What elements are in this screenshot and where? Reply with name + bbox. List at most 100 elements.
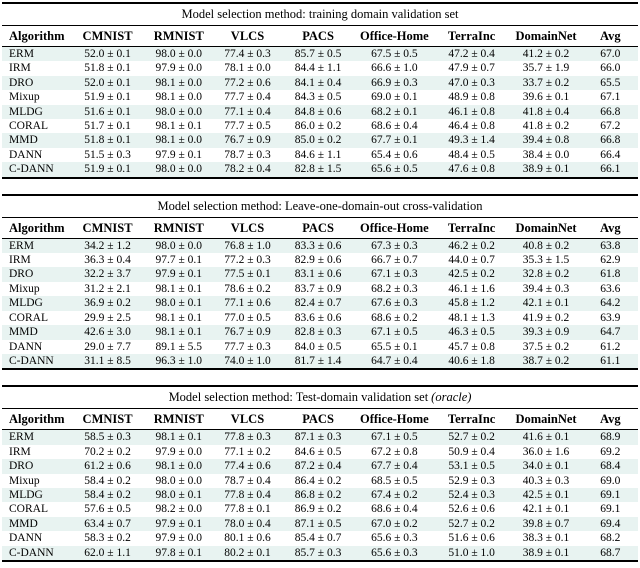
value-cell: 77.4 ± 0.6 xyxy=(224,460,271,473)
column-header-office-home: Office-Home xyxy=(354,217,434,239)
value-cell: 97.8 ± 0.1 xyxy=(155,546,203,559)
value-cell: 46.1 ± 0.8 xyxy=(448,105,495,118)
column-header-domainnet: DomainNet xyxy=(509,26,583,47)
value-cell: 87.1 ± 0.5 xyxy=(294,517,342,530)
value-cell: 67.3 ± 0.3 xyxy=(371,239,418,252)
column-header-domainnet: DomainNet xyxy=(509,217,583,239)
table-row-erm: ERM 34.2 ± 1.2 98.0 ± 0.0 76.8 ± 1.0 83.3 ± … xyxy=(2,238,638,254)
column-header-rmnist: RMNIST xyxy=(143,26,214,47)
table-title: Model selection method: Leave-one-domain… xyxy=(2,196,638,218)
table-title: Model selection method: Test-domain vali… xyxy=(2,387,638,410)
value-cell: 38.3 ± 0.1 xyxy=(522,532,570,545)
value-cell: 78.6 ± 0.2 xyxy=(224,282,271,295)
value-cell: 38.7 ± 0.2 xyxy=(522,354,570,367)
value-cell: 45.7 ± 0.8 xyxy=(448,340,495,353)
avg-cell: 69.0 xyxy=(600,474,621,487)
table-row-mmd: MMD 42.6 ± 3.0 98.1 ± 0.1 76.7 ± 0.9 82.8 ± … xyxy=(2,325,638,340)
algorithm-cell: CORAL xyxy=(9,311,48,324)
results-table-leave-one-domain-out: Model selection method: Leave-one-domain… xyxy=(2,193,638,371)
value-cell: 41.2 ± 0.2 xyxy=(522,48,570,60)
avg-cell: 61.2 xyxy=(600,340,621,353)
value-cell: 98.1 ± 0.1 xyxy=(155,282,203,295)
avg-cell: 67.0 xyxy=(600,48,621,60)
algorithm-cell: MMD xyxy=(9,134,38,147)
value-cell: 98.0 ± 0.0 xyxy=(155,163,203,176)
value-cell: 47.9 ± 0.7 xyxy=(448,62,495,75)
value-cell: 36.9 ± 0.2 xyxy=(84,297,131,310)
header-row: Algorithm CMNIST RMNIST VLCS PACS Office-Home… xyxy=(2,26,638,47)
value-cell: 77.7 ± 0.3 xyxy=(224,340,271,353)
table-row-c-dann: C-DANN 31.1 ± 8.5 96.3 ± 1.0 74.0 ± 1.0 81.7… xyxy=(2,353,638,369)
value-cell: 67.6 ± 0.3 xyxy=(371,297,418,310)
algorithm-cell: DANN xyxy=(9,340,43,353)
value-cell: 77.4 ± 0.3 xyxy=(224,48,271,60)
value-cell: 38.4 ± 0.0 xyxy=(522,148,570,161)
value-cell: 65.4 ± 0.6 xyxy=(371,148,418,161)
value-cell: 42.6 ± 3.0 xyxy=(84,326,131,339)
value-cell: 68.6 ± 0.4 xyxy=(371,503,418,516)
table-row-coral: CORAL 57.6 ± 0.5 98.2 ± 0.0 77.8 ± 0.1 86.9 … xyxy=(2,502,638,516)
table-row-mldg: MLDG 36.9 ± 0.2 98.0 ± 0.1 77.1 ± 0.6 82.4 ±… xyxy=(2,296,638,311)
value-cell: 38.9 ± 0.1 xyxy=(522,163,570,176)
value-cell: 67.4 ± 0.2 xyxy=(371,488,418,501)
avg-cell: 61.8 xyxy=(600,268,621,281)
value-cell: 76.7 ± 0.9 xyxy=(224,134,271,147)
value-cell: 57.6 ± 0.5 xyxy=(84,503,131,516)
algorithm-cell: DANN xyxy=(9,148,43,161)
avg-cell: 67.1 xyxy=(600,91,621,104)
table-row-dann: DANN 51.5 ± 0.3 97.9 ± 0.1 78.7 ± 0.3 84.6 ±… xyxy=(2,148,638,162)
value-cell: 84.6 ± 0.5 xyxy=(294,445,342,458)
value-cell: 69.0 ± 0.1 xyxy=(371,91,418,104)
column-header-office-home: Office-Home xyxy=(354,26,434,47)
value-cell: 77.2 ± 0.6 xyxy=(224,76,271,89)
value-cell: 86.8 ± 0.2 xyxy=(294,488,342,501)
column-header-algorithm: Algorithm xyxy=(2,409,72,431)
avg-cell: 66.8 xyxy=(600,134,621,147)
value-cell: 86.4 ± 0.2 xyxy=(294,474,342,487)
value-cell: 51.6 ± 0.6 xyxy=(448,532,495,545)
value-cell: 49.3 ± 1.4 xyxy=(448,134,495,147)
value-cell: 98.0 ± 0.1 xyxy=(155,297,203,310)
value-cell: 42.1 ± 0.1 xyxy=(522,503,570,516)
table-row-mldg: MLDG 58.4 ± 0.2 98.0 ± 0.1 77.8 ± 0.4 86.8 ±… xyxy=(2,487,638,503)
value-cell: 46.2 ± 0.2 xyxy=(448,239,495,252)
value-cell: 35.7 ± 1.9 xyxy=(522,62,570,75)
table-row-c-dann: C-DANN 62.0 ± 1.1 97.8 ± 0.1 80.2 ± 0.1 85.7… xyxy=(2,545,638,560)
table-row-dro: DRO 61.2 ± 0.6 98.1 ± 0.0 77.4 ± 0.6 87.2 ± … xyxy=(2,459,638,474)
table-row-coral: CORAL 29.9 ± 2.5 98.1 ± 0.1 77.0 ± 0.5 83.6 … xyxy=(2,311,638,325)
value-cell: 48.1 ± 1.3 xyxy=(448,311,495,324)
value-cell: 89.1 ± 5.5 xyxy=(155,340,203,353)
value-cell: 39.8 ± 0.7 xyxy=(522,517,570,530)
value-cell: 39.4 ± 0.3 xyxy=(522,282,570,295)
table-row-c-dann: C-DANN 51.9 ± 0.1 98.0 ± 0.0 78.2 ± 0.4 82.8… xyxy=(2,162,638,177)
table-row-mmd: MMD 51.8 ± 0.1 98.1 ± 0.0 76.7 ± 0.9 85.0 ± … xyxy=(2,133,638,148)
value-cell: 87.2 ± 0.4 xyxy=(294,460,342,473)
header-row: Algorithm CMNIST RMNIST VLCS PACS Office-Home… xyxy=(2,409,638,431)
value-cell: 40.6 ± 1.8 xyxy=(448,354,495,367)
value-cell: 33.7 ± 0.2 xyxy=(522,76,570,89)
value-cell: 68.6 ± 0.4 xyxy=(371,120,418,133)
value-cell: 68.2 ± 0.3 xyxy=(371,282,418,295)
value-cell: 41.8 ± 0.2 xyxy=(522,120,570,133)
value-cell: 87.1 ± 0.3 xyxy=(294,431,342,444)
value-cell: 98.1 ± 0.0 xyxy=(155,134,203,147)
value-cell: 41.8 ± 0.4 xyxy=(522,105,570,118)
value-cell: 68.5 ± 0.5 xyxy=(371,474,418,487)
avg-cell: 66.1 xyxy=(600,163,621,176)
value-cell: 68.6 ± 0.2 xyxy=(371,311,418,324)
value-cell: 41.6 ± 0.1 xyxy=(522,431,570,444)
algorithm-cell: DRO xyxy=(9,268,34,281)
value-cell: 98.1 ± 0.0 xyxy=(155,76,203,89)
value-cell: 44.0 ± 0.7 xyxy=(448,254,495,267)
value-cell: 77.5 ± 0.1 xyxy=(224,268,271,281)
column-header-rmnist: RMNIST xyxy=(143,217,214,239)
value-cell: 52.7 ± 0.2 xyxy=(448,431,495,444)
value-cell: 85.0 ± 0.2 xyxy=(294,134,342,147)
avg-cell: 69.2 xyxy=(600,445,621,458)
algorithm-cell: CORAL xyxy=(9,503,48,516)
column-header-vlcs: VLCS xyxy=(213,217,282,239)
value-cell: 51.9 ± 0.1 xyxy=(84,163,131,176)
value-cell: 66.7 ± 0.7 xyxy=(371,254,418,267)
benchmark-table: Algorithm CMNIST RMNIST VLCS PACS Office-Home… xyxy=(2,409,638,560)
